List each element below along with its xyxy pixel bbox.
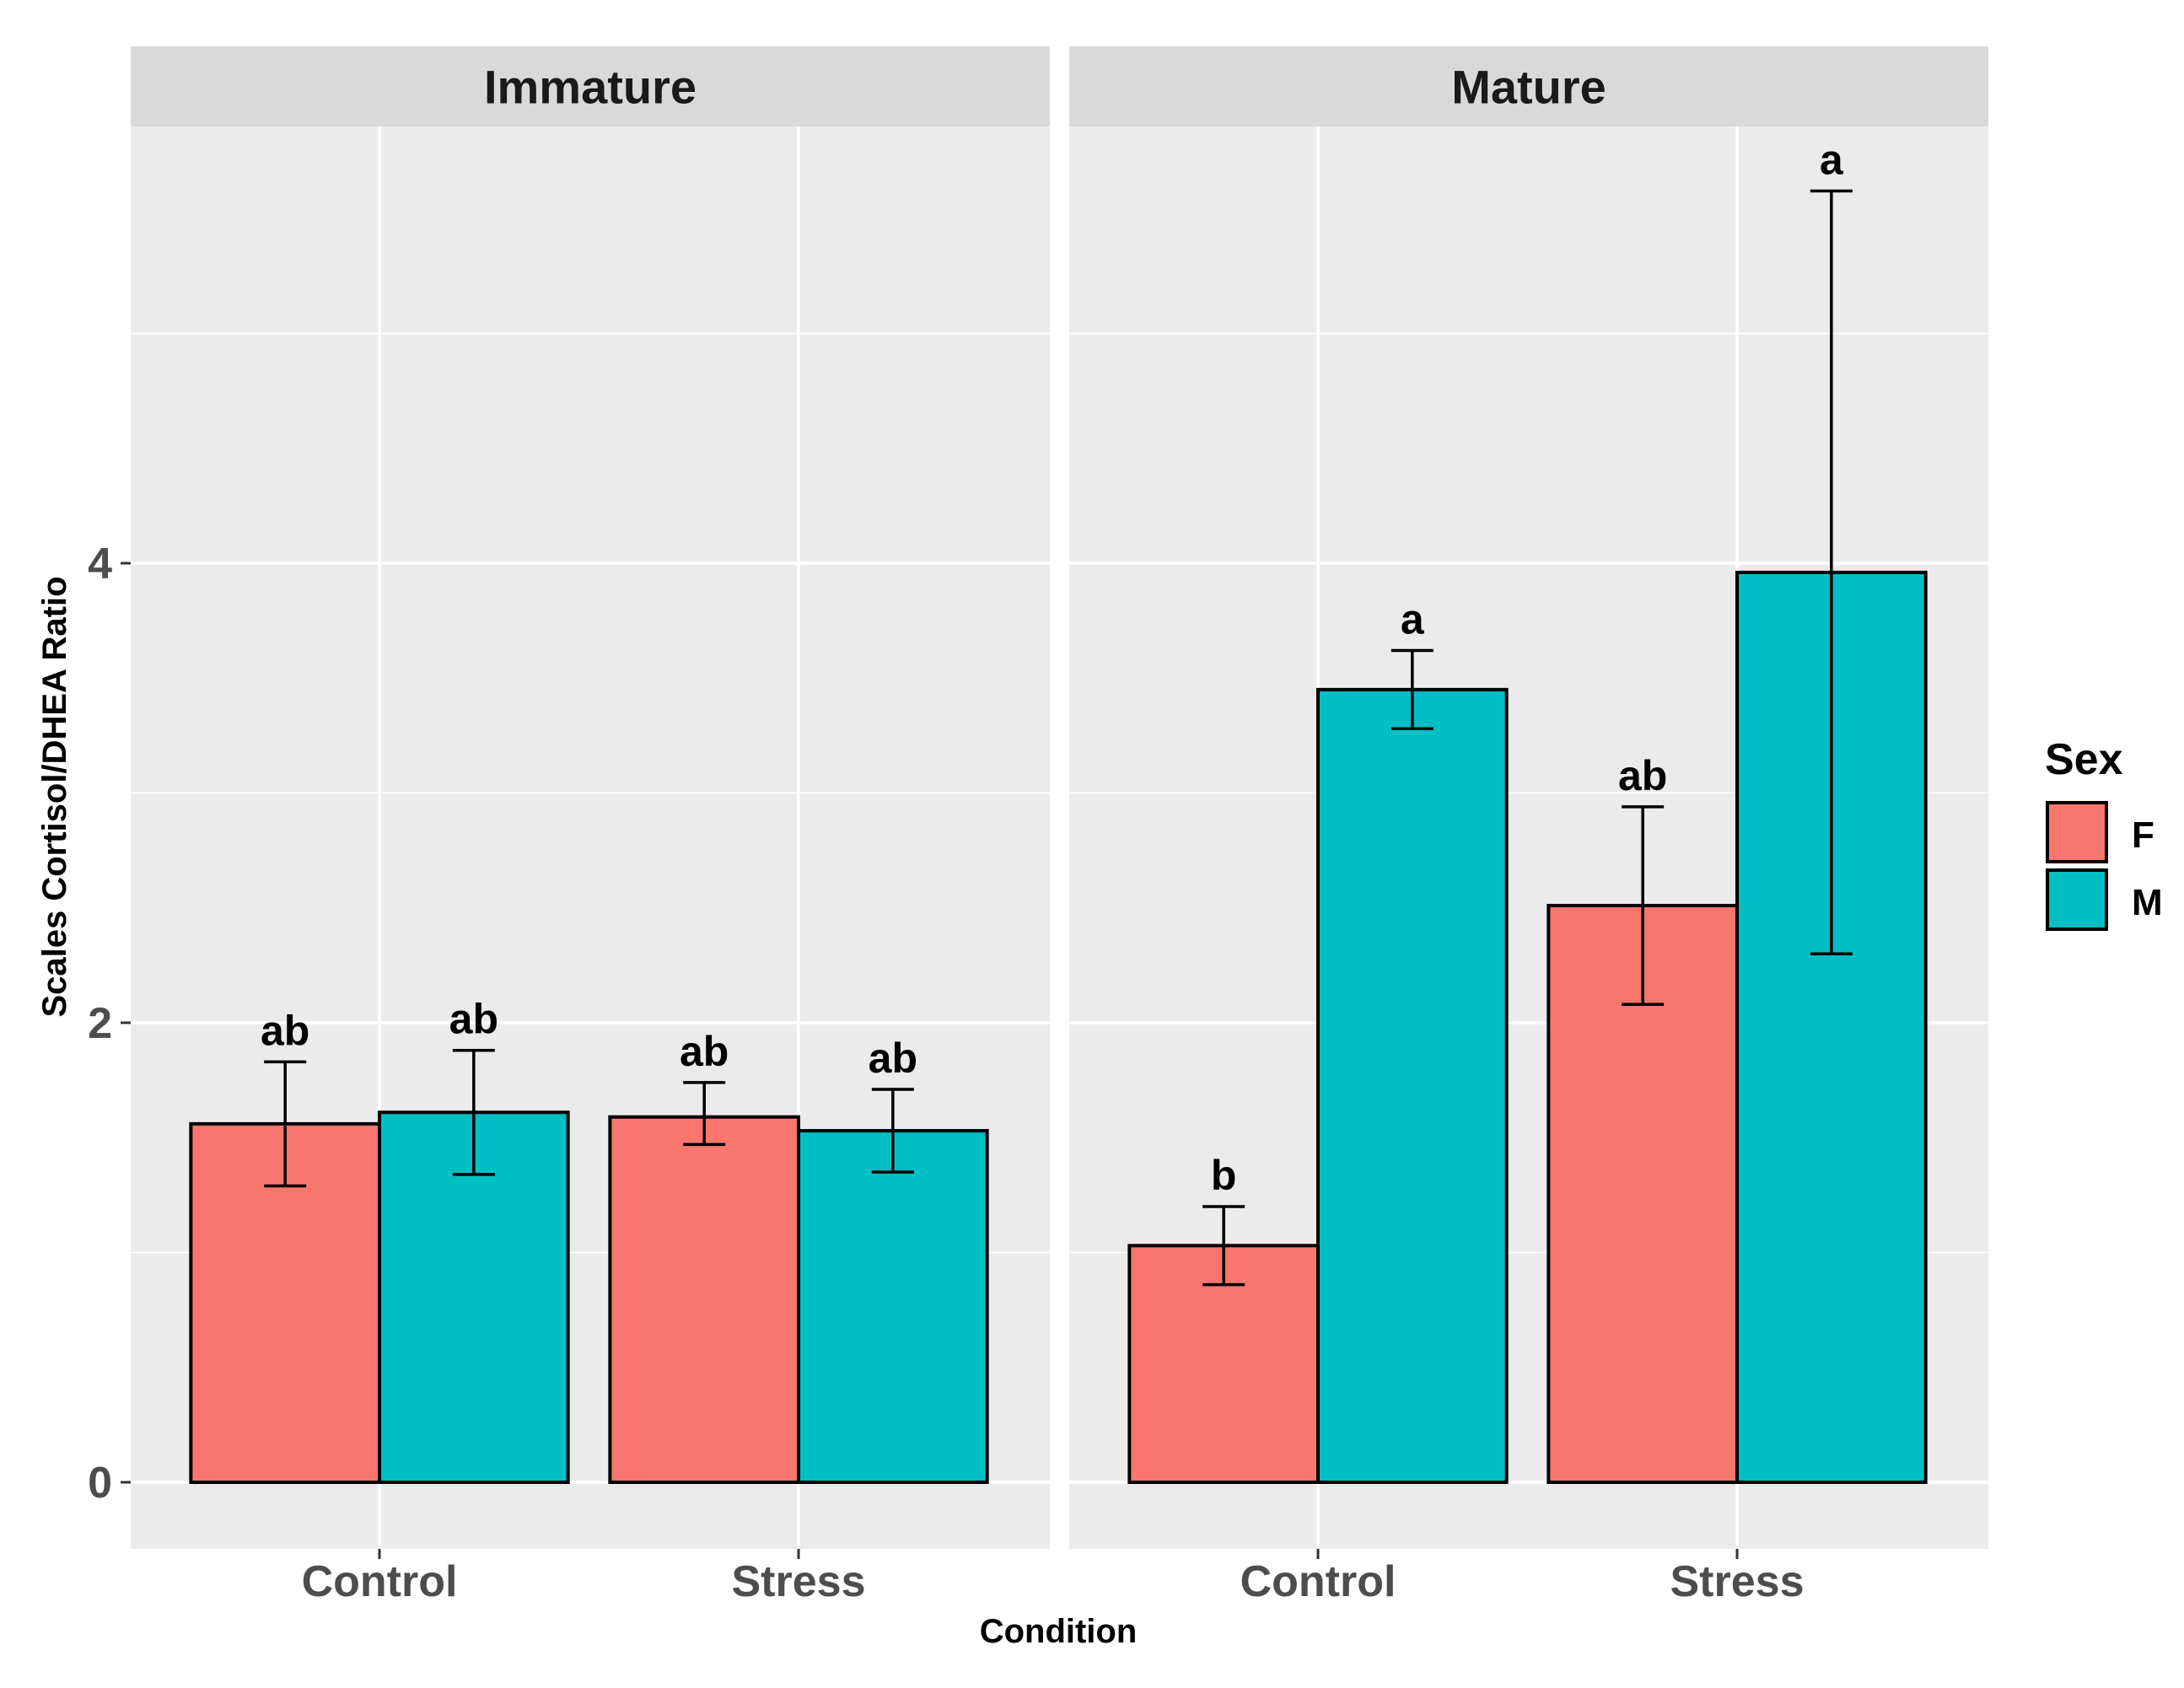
legend-key-m	[2046, 868, 2108, 931]
legend-label-f: F	[2132, 814, 2154, 856]
x-tick-label: Stress	[732, 1557, 866, 1606]
significance-label: a	[1401, 596, 1425, 643]
significance-label: a	[1820, 137, 1844, 184]
x-tick-label: Stress	[1670, 1557, 1805, 1606]
x-axis-title: Condition	[980, 1613, 1138, 1650]
significance-label: ab	[449, 996, 498, 1043]
significance-label: ab	[869, 1035, 917, 1082]
significance-label: ab	[1618, 752, 1667, 799]
significance-label: ab	[261, 1007, 309, 1054]
legend-key-f	[2046, 801, 2108, 863]
legend-title: Sex	[2045, 735, 2123, 784]
bar-immature-stress-f	[608, 1115, 800, 1484]
significance-label: b	[1211, 1152, 1237, 1199]
x-tick-label: Control	[302, 1557, 458, 1606]
x-tick-label: Control	[1240, 1557, 1396, 1606]
bar-mature-control-m	[1316, 687, 1509, 1484]
legend-label-m: M	[2132, 882, 2163, 923]
bar-immature-stress-m	[797, 1129, 989, 1484]
facet-strip-label: Mature	[1451, 61, 1606, 114]
y-tick-label: 4	[88, 540, 112, 589]
facet-strip-immature	[131, 46, 1050, 126]
significance-label: ab	[680, 1028, 729, 1075]
facet-strip-mature	[1069, 46, 1988, 126]
y-tick-label: 0	[88, 1459, 112, 1508]
y-axis-title: Scales Cortisol/DHEA Ratio	[36, 576, 73, 1017]
y-tick-label: 2	[88, 999, 112, 1048]
facet-strip-label: Immature	[484, 61, 697, 114]
